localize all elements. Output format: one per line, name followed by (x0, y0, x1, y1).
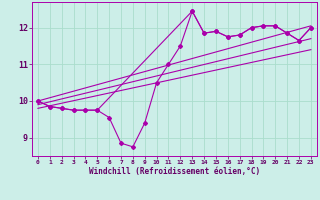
X-axis label: Windchill (Refroidissement éolien,°C): Windchill (Refroidissement éolien,°C) (89, 167, 260, 176)
